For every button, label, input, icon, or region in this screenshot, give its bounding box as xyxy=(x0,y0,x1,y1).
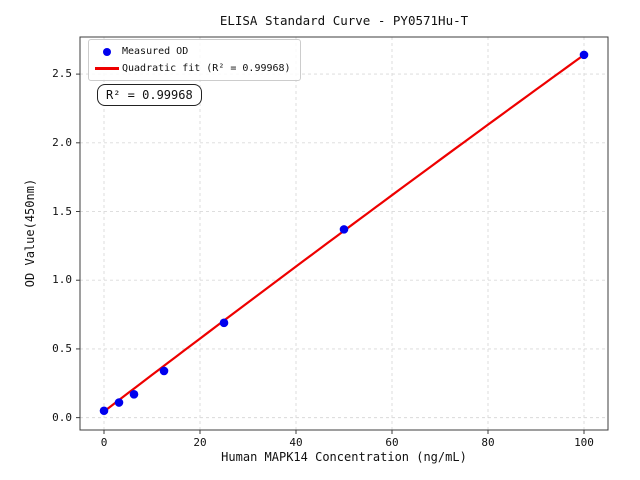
x-axis-label: Human MAPK14 Concentration (ng/mL) xyxy=(221,450,467,464)
data-point xyxy=(219,318,229,328)
x-tick-label: 80 xyxy=(481,436,495,449)
x-tick-label: 60 xyxy=(385,436,399,449)
x-tick-label: 40 xyxy=(289,436,303,449)
legend-entry-quadratic-fit: Quadratic fit (R² = 0.99968) xyxy=(94,62,291,75)
y-tick-label: 0.0 xyxy=(52,410,72,424)
r-squared-annotation: R² = 0.99968 xyxy=(97,84,202,106)
data-point xyxy=(99,406,109,416)
y-tick-label: 2.5 xyxy=(52,67,72,81)
y-tick-label: 2.0 xyxy=(52,135,72,149)
data-point xyxy=(339,225,349,234)
y-tick-label: 1.5 xyxy=(52,204,72,218)
chart-title: ELISA Standard Curve - PY0571Hu-T xyxy=(219,13,469,28)
quadratic-fit-line-icon xyxy=(95,67,119,70)
legend-label-quadratic-fit: Quadratic fit (R² = 0.99968) xyxy=(122,63,291,74)
x-tick-label: 0 xyxy=(100,436,108,449)
x-tick-label: 100 xyxy=(574,436,594,449)
plot-border xyxy=(79,36,609,431)
legend-entry-measured-od: Measured OD xyxy=(94,45,291,58)
y-tick-label: 1.0 xyxy=(52,273,72,287)
y-tick-label: 0.5 xyxy=(52,341,72,355)
data-point xyxy=(579,50,589,60)
legend: Measured OD Quadratic fit (R² = 0.99968) xyxy=(88,39,301,81)
x-tick-label: 20 xyxy=(193,436,207,449)
legend-label-measured-od: Measured OD xyxy=(122,46,189,57)
data-point xyxy=(129,389,139,399)
measured-od-dot-icon xyxy=(103,47,111,56)
y-axis-label: OD Value(450nm) xyxy=(23,178,37,288)
data-point xyxy=(159,366,169,376)
data-point xyxy=(114,398,124,407)
